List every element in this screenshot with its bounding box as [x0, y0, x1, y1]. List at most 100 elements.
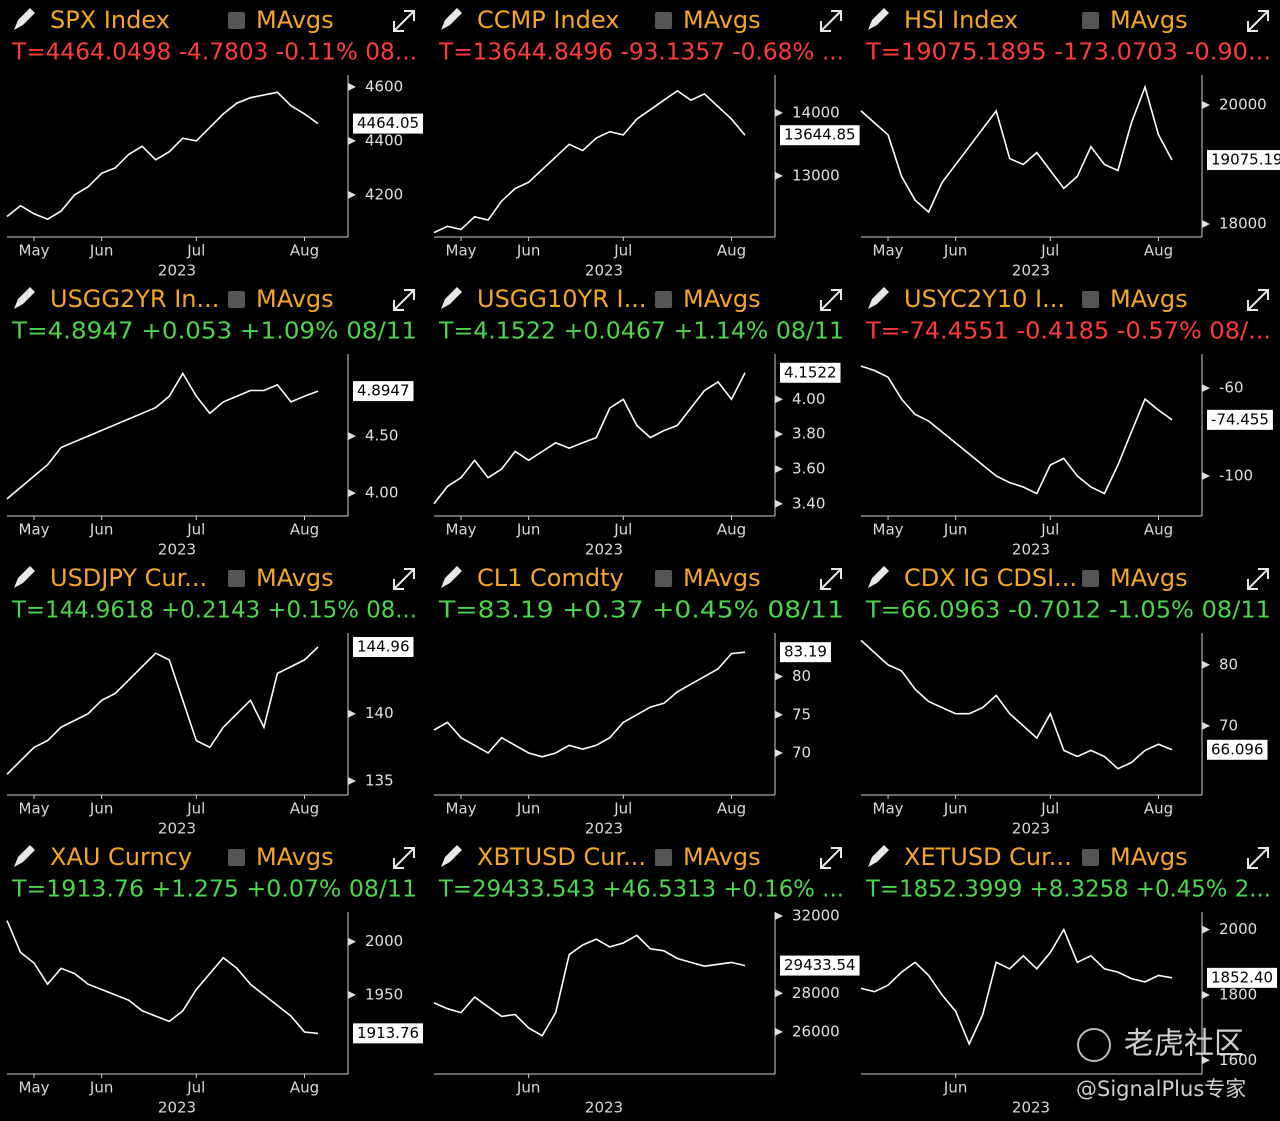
- x-tick-label: Jul: [613, 521, 632, 539]
- x-tick-label: Jul: [186, 800, 205, 818]
- y-tick: [348, 937, 356, 946]
- edit-icon: [441, 845, 462, 867]
- last-value-tag: 13644.85: [780, 125, 860, 146]
- expand-icon[interactable]: [820, 289, 842, 311]
- y-tick: [775, 464, 783, 473]
- x-tick-label: Jul: [186, 242, 205, 260]
- legend-swatch: [1082, 12, 1099, 29]
- y-tick-label: 1800: [1219, 985, 1257, 1003]
- y-tick-label: 18000: [1219, 215, 1267, 233]
- expand-icon[interactable]: [1247, 568, 1269, 590]
- y-tick: [1202, 1056, 1210, 1065]
- chart-title: USGG10YR I...: [477, 285, 646, 313]
- y-tick: [775, 912, 783, 921]
- expand-icon[interactable]: [393, 847, 415, 869]
- price-line: [433, 934, 746, 1037]
- expand-icon[interactable]: [393, 289, 415, 311]
- watermark: 老虎社区 @SignalPlus专家: [1076, 1027, 1246, 1102]
- y-tick-label: 4200: [365, 185, 403, 203]
- edit-icon: [868, 566, 889, 588]
- y-tick: [1202, 220, 1210, 229]
- y-tick: [348, 82, 356, 91]
- last-value-tag: 4.8947: [353, 381, 414, 402]
- last-value-box: [353, 113, 424, 134]
- legend-label: MAvgs: [683, 564, 761, 592]
- quote-line: T=29433.543 +46.5313 +0.16% ...: [438, 877, 844, 903]
- y-tick: [1202, 721, 1210, 730]
- last-value-tag: 4.1522: [780, 362, 841, 383]
- legend-swatch: [228, 291, 245, 308]
- expand-icon[interactable]: [820, 568, 842, 590]
- last-value-label: 4464.05: [357, 114, 419, 132]
- quote-line: T=-74.4551 -0.4185 -0.57% 08/...: [865, 319, 1271, 345]
- y-tick-label: 3.80: [792, 425, 825, 443]
- x-tick-label: Jul: [186, 521, 205, 539]
- chart-title: XETUSD Cur...: [904, 843, 1072, 871]
- y-tick: [775, 672, 783, 681]
- x-axis-label: 2023: [1012, 541, 1050, 559]
- edit-icon: [14, 566, 35, 588]
- x-axis-label: 2023: [158, 541, 196, 559]
- last-value-label: 4.1522: [784, 363, 837, 381]
- y-tick: [348, 709, 356, 718]
- y-tick: [1202, 990, 1210, 999]
- y-tick: [775, 1027, 783, 1036]
- chart-panel: CL1 Comdty MAvgs T=83.19 +0.37 +0.45% 08/1…: [433, 564, 844, 838]
- last-value-label: 13644.85: [784, 126, 856, 144]
- x-tick-label: Aug: [1144, 521, 1173, 539]
- last-value-label: 19075.19: [1211, 151, 1280, 169]
- y-tick-label: 28000: [792, 984, 840, 1002]
- x-tick-label: Aug: [1144, 800, 1173, 818]
- expand-icon[interactable]: [820, 847, 842, 869]
- legend-swatch: [655, 291, 672, 308]
- x-tick-label: Jun: [943, 1079, 967, 1097]
- chart-panel: USGG10YR I... MAvgs T=4.1522 +0.0467 +1.14…: [433, 285, 844, 559]
- legend-label: MAvgs: [683, 6, 761, 34]
- chart-title: USYC2Y10 I...: [904, 285, 1065, 313]
- price-line: [860, 639, 1173, 770]
- expand-icon[interactable]: [820, 10, 842, 32]
- expand-icon[interactable]: [1247, 847, 1269, 869]
- expand-icon[interactable]: [1247, 289, 1269, 311]
- last-value-tag: 144.96: [353, 636, 414, 657]
- y-tick: [348, 432, 356, 441]
- y-tick: [775, 710, 783, 719]
- chart-title: CDX IG CDSI...: [904, 564, 1077, 592]
- y-tick-label: 75: [792, 705, 811, 723]
- x-tick-label: Jun: [516, 800, 540, 818]
- y-tick: [775, 989, 783, 998]
- y-tick-label: 13000: [792, 166, 840, 184]
- y-tick-label: 14000: [792, 103, 840, 121]
- last-value-tag: 66.096: [1207, 739, 1268, 760]
- y-tick: [348, 136, 356, 145]
- legend-label: MAvgs: [1110, 843, 1188, 871]
- x-axis-label: 2023: [585, 1099, 623, 1117]
- x-tick-label: Jun: [89, 800, 113, 818]
- y-tick: [1202, 384, 1210, 393]
- legend-label: MAvgs: [256, 564, 334, 592]
- expand-icon[interactable]: [393, 568, 415, 590]
- price-line: [860, 927, 1173, 1047]
- price-line: [6, 920, 319, 1035]
- edit-icon: [14, 287, 35, 309]
- expand-icon[interactable]: [1247, 10, 1269, 32]
- last-value-box: [1207, 409, 1273, 430]
- y-tick-label: -60: [1219, 379, 1244, 397]
- last-value-label: 1913.76: [357, 1024, 419, 1042]
- legend-label: MAvgs: [1110, 564, 1188, 592]
- watermark-author: @SignalPlus专家: [1076, 1077, 1246, 1101]
- last-value-tag: -74.455: [1207, 409, 1273, 430]
- last-value-label: 66.096: [1211, 740, 1264, 758]
- last-value-box: [1207, 967, 1278, 988]
- expand-icon[interactable]: [393, 10, 415, 32]
- last-value-box: [1207, 150, 1280, 171]
- x-tick-label: Jun: [516, 242, 540, 260]
- chart-panel: USYC2Y10 I... MAvgs T=-74.4551 -0.4185 -0.…: [860, 285, 1273, 559]
- x-tick-label: Jun: [943, 242, 967, 260]
- y-tick: [775, 748, 783, 757]
- x-tick-label: Jul: [613, 800, 632, 818]
- x-tick-label: Jul: [186, 1079, 205, 1097]
- y-tick-label: 70: [1219, 716, 1238, 734]
- y-tick-label: 32000: [792, 907, 840, 925]
